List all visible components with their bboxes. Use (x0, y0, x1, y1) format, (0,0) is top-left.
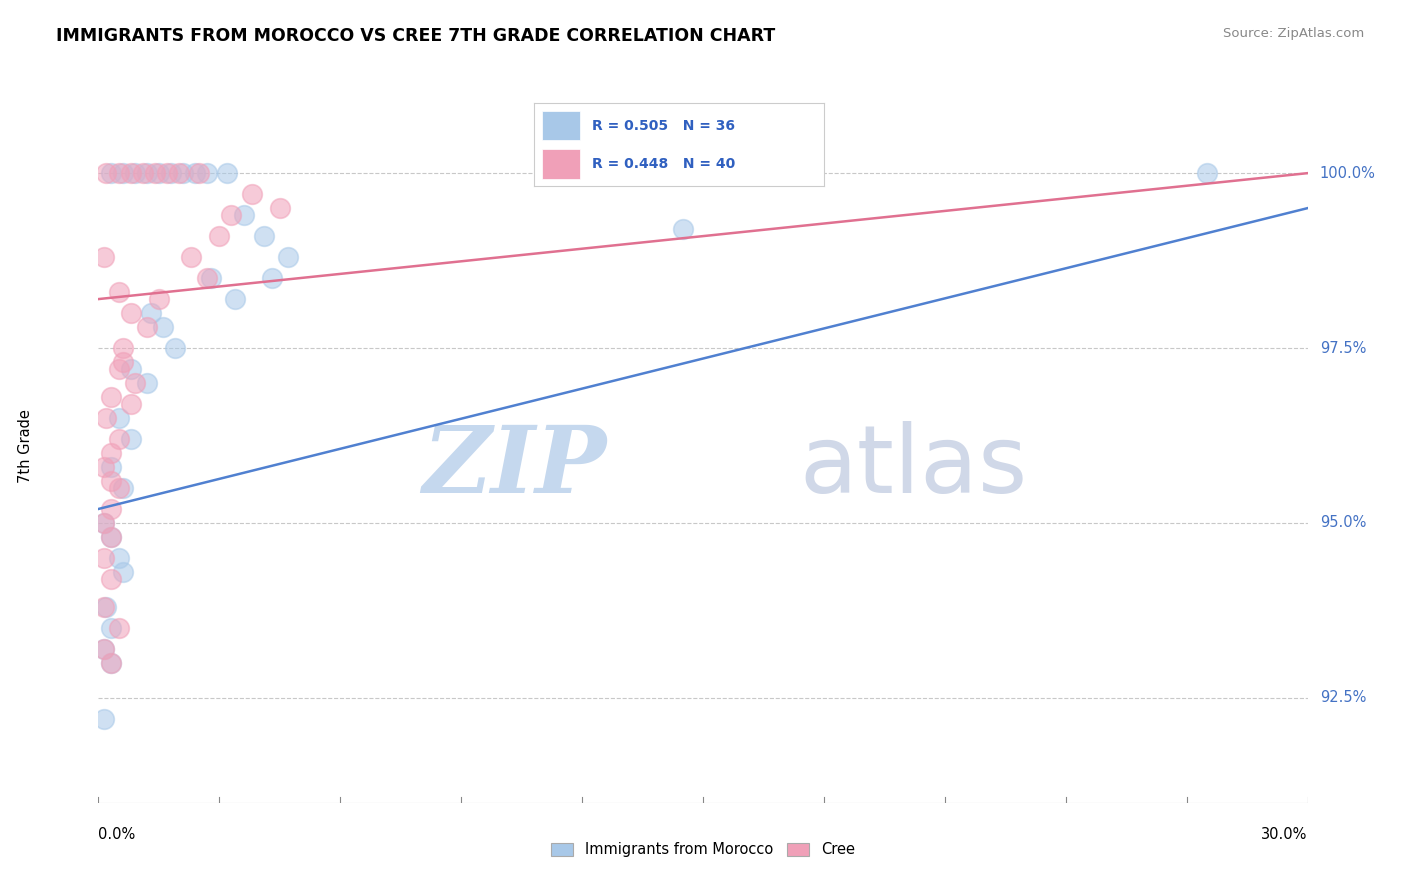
Point (163, 341, 186, 355)
Text: ZIP: ZIP (422, 423, 606, 512)
Text: 92.5%: 92.5% (1320, 690, 1367, 706)
Text: 97.5%: 97.5% (1320, 341, 1367, 356)
Text: IMMIGRANTS FROM MOROCCO VS CREE 7TH GRADE CORRELATION CHART: IMMIGRANTS FROM MOROCCO VS CREE 7TH GRAD… (56, 27, 776, 45)
Point (180, 250, 202, 264)
Point (100, 390, 122, 404)
Point (100, 446, 122, 460)
Point (96, 411, 118, 425)
Legend: Immigrants from Morocco, Cree: Immigrants from Morocco, Cree (546, 837, 860, 863)
Text: 30.0%: 30.0% (1261, 827, 1308, 842)
Point (260, 271, 283, 285)
Text: 100.0%: 100.0% (1320, 166, 1375, 181)
Point (107, 411, 129, 425)
Point (152, 320, 174, 334)
Point (217, 166, 239, 180)
Point (111, 341, 134, 355)
Point (132, 166, 155, 180)
Point (1195, 166, 1218, 180)
Point (111, 481, 134, 495)
Point (188, 166, 211, 180)
Point (221, 208, 243, 222)
Point (148, 292, 170, 306)
Text: 7th Grade: 7th Grade (18, 409, 34, 483)
Text: Source: ZipAtlas.com: Source: ZipAtlas.com (1223, 27, 1364, 40)
Point (93, 516, 115, 530)
Point (672, 222, 695, 236)
Point (93, 460, 115, 475)
Point (111, 166, 134, 180)
Point (172, 166, 194, 180)
Point (195, 166, 218, 180)
Point (143, 166, 166, 180)
Point (167, 166, 190, 180)
Point (135, 320, 157, 334)
Point (160, 166, 183, 180)
Point (120, 306, 142, 320)
Point (156, 166, 179, 180)
Text: atlas: atlas (800, 421, 1028, 514)
Point (96, 166, 118, 180)
Point (100, 474, 122, 488)
Point (100, 621, 122, 635)
Point (253, 229, 276, 244)
Point (93, 641, 115, 656)
Point (135, 166, 157, 180)
Point (277, 250, 299, 264)
Point (107, 285, 129, 299)
Point (148, 166, 170, 180)
Point (139, 306, 162, 320)
Point (100, 530, 122, 544)
Point (107, 432, 129, 446)
Point (93, 599, 115, 614)
Point (93, 516, 115, 530)
Point (200, 271, 222, 285)
Point (93, 250, 115, 264)
Point (107, 166, 129, 180)
Point (100, 572, 122, 586)
Text: 95.0%: 95.0% (1320, 516, 1367, 531)
Point (232, 208, 254, 222)
Point (224, 292, 246, 306)
Point (100, 656, 122, 670)
Point (107, 621, 129, 635)
Point (120, 397, 142, 411)
Point (124, 376, 146, 390)
Point (120, 362, 142, 376)
Point (96, 599, 118, 614)
Point (184, 166, 207, 180)
Point (93, 712, 115, 726)
Point (100, 530, 122, 544)
Point (93, 641, 115, 656)
Point (93, 550, 115, 565)
Point (100, 460, 122, 475)
Point (100, 656, 122, 670)
Point (208, 229, 231, 244)
Point (120, 432, 142, 446)
Point (100, 502, 122, 516)
Point (240, 187, 263, 202)
Point (100, 166, 122, 180)
Point (111, 355, 134, 369)
Point (107, 362, 129, 376)
Point (195, 271, 218, 285)
Point (107, 550, 129, 565)
Point (111, 565, 134, 579)
Point (107, 481, 129, 495)
Point (135, 376, 157, 390)
Point (124, 166, 146, 180)
Point (120, 166, 142, 180)
Text: 0.0%: 0.0% (98, 827, 135, 842)
Point (269, 201, 291, 215)
